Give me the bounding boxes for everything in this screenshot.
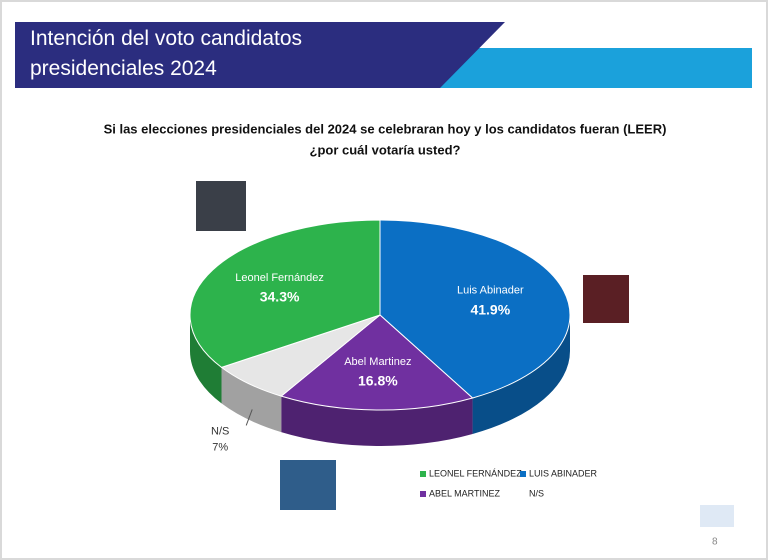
header-title: Intención del voto candidatos presidenci… (30, 27, 303, 80)
legend-label: ABEL MARTINEZ (429, 488, 501, 498)
photo (196, 181, 246, 231)
header-accent (405, 48, 752, 88)
slice-side (472, 315, 570, 434)
slice (280, 314, 474, 411)
slice-label: Leonel Fernández (235, 272, 324, 284)
slice-label: N/S (211, 425, 229, 437)
slice (379, 219, 571, 399)
value-label: 34.3% (260, 289, 300, 305)
value-label: 7% (212, 441, 228, 453)
slice-side (190, 315, 222, 404)
legend-marker (520, 471, 526, 477)
header-band (15, 22, 505, 88)
header-title-box: Intención del voto candidatos presidenci… (30, 27, 303, 80)
slice-label: Abel Martinez (344, 356, 411, 368)
page-number: 8 (712, 537, 718, 548)
legend-marker (420, 471, 426, 477)
legend: LEONEL FERNÁNDEZ LUIS ABINADER ABEL MARTIN… (420, 468, 598, 498)
value-label: 41.9% (470, 301, 510, 317)
legend-marker (520, 491, 526, 497)
value-label: 16.8% (358, 373, 398, 389)
pie: Luis Abinader 41.9% Abel Martinez 16.8% N/S 7… (189, 219, 571, 453)
chart-title: Si las elecciones presidenciales del 202… (104, 121, 667, 136)
legend-label: N/S (529, 488, 544, 498)
leader-line (245, 409, 253, 426)
legend-marker (420, 491, 426, 497)
legend-label: LEONEL FERNÁNDEZ (429, 468, 522, 478)
slice-label: Luis Abinader (457, 285, 524, 297)
slice-side (221, 367, 282, 433)
photo (583, 275, 629, 323)
logo (700, 505, 734, 527)
slice (189, 219, 381, 368)
photo (280, 460, 336, 510)
chart-subtitle: ¿por cuál votaría usted? (310, 142, 461, 157)
slice-side (281, 396, 473, 446)
legend-label: LUIS ABINADER (529, 468, 598, 478)
